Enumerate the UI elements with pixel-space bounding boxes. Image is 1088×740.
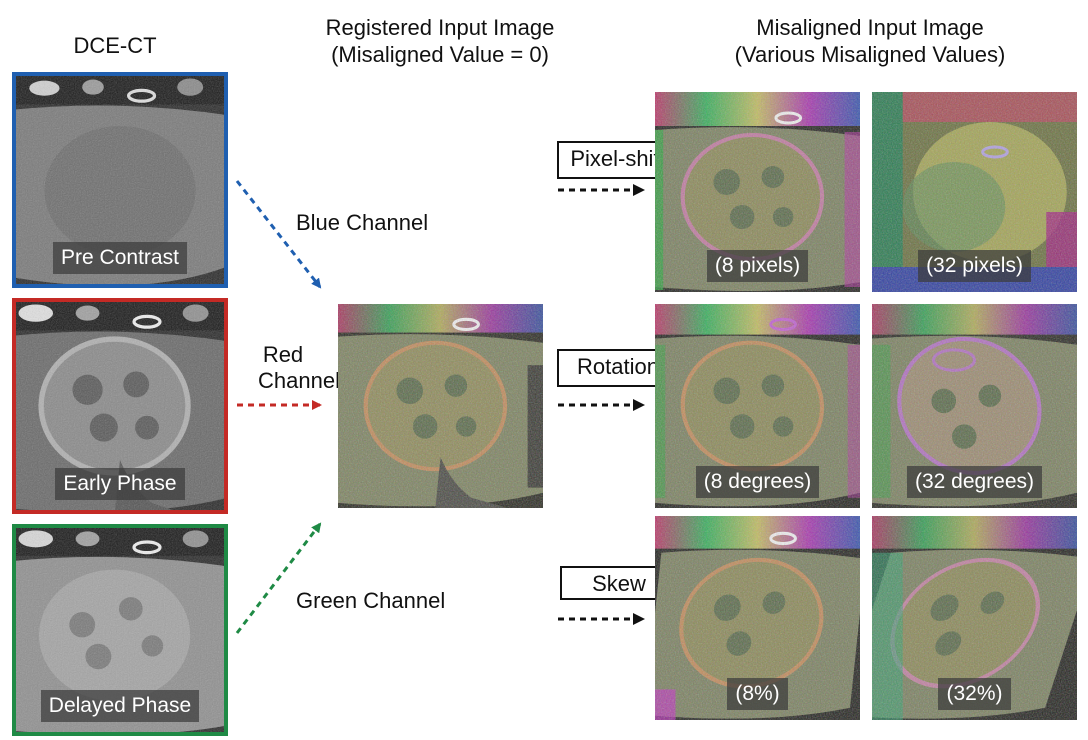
rotation-32-panel: (32 degrees) [872,304,1077,508]
early-phase-ct-image [12,298,228,514]
misaligned-header: Misaligned Input Image (Various Misalign… [700,14,1040,68]
rotation-8-image [655,304,860,508]
pre-contrast-ct-image [12,72,228,288]
green-channel-label: Green Channel [296,588,446,613]
skew-32-image [872,516,1077,720]
pixel-shift-8-panel: (8 pixels) [655,92,860,292]
skew-8-image [655,516,860,720]
skew-32-panel: (32%) [872,516,1077,720]
early-phase-panel: Early Phase [12,298,228,514]
misaligned-subtitle: (Various Misaligned Values) [734,42,1006,67]
red-channel-label-line1: Red [262,342,304,367]
green-channel-arrow [235,522,322,634]
pixel-shift-32-panel: (32 pixels) [872,92,1077,292]
registered-header: Registered Input Image (Misaligned Value… [290,14,590,68]
dce-ct-header: DCE-CT [40,32,190,59]
pre-contrast-panel: Pre Contrast [12,72,228,288]
skew-8-panel: (8%) [655,516,860,720]
registered-subtitle: (Misaligned Value = 0) [331,42,549,67]
delayed-phase-panel: Delayed Phase [12,524,228,736]
pixel-shift-8-image [655,92,860,292]
registered-image-panel [338,304,543,508]
registered-composite-image [338,304,543,508]
pixel-shift-32-image [872,92,1077,292]
red-channel-label-line2: Channel [258,368,340,393]
blue-channel-label: Blue Channel [296,210,429,235]
dce-ct-title: DCE-CT [73,33,157,58]
registered-title: Registered Input Image [325,15,555,40]
misaligned-title: Misaligned Input Image [756,15,984,40]
red-channel-label: Red Channel [258,342,340,394]
rotation-8-panel: (8 degrees) [655,304,860,508]
rotation-32-image [872,304,1077,508]
delayed-phase-ct-image [12,524,228,736]
